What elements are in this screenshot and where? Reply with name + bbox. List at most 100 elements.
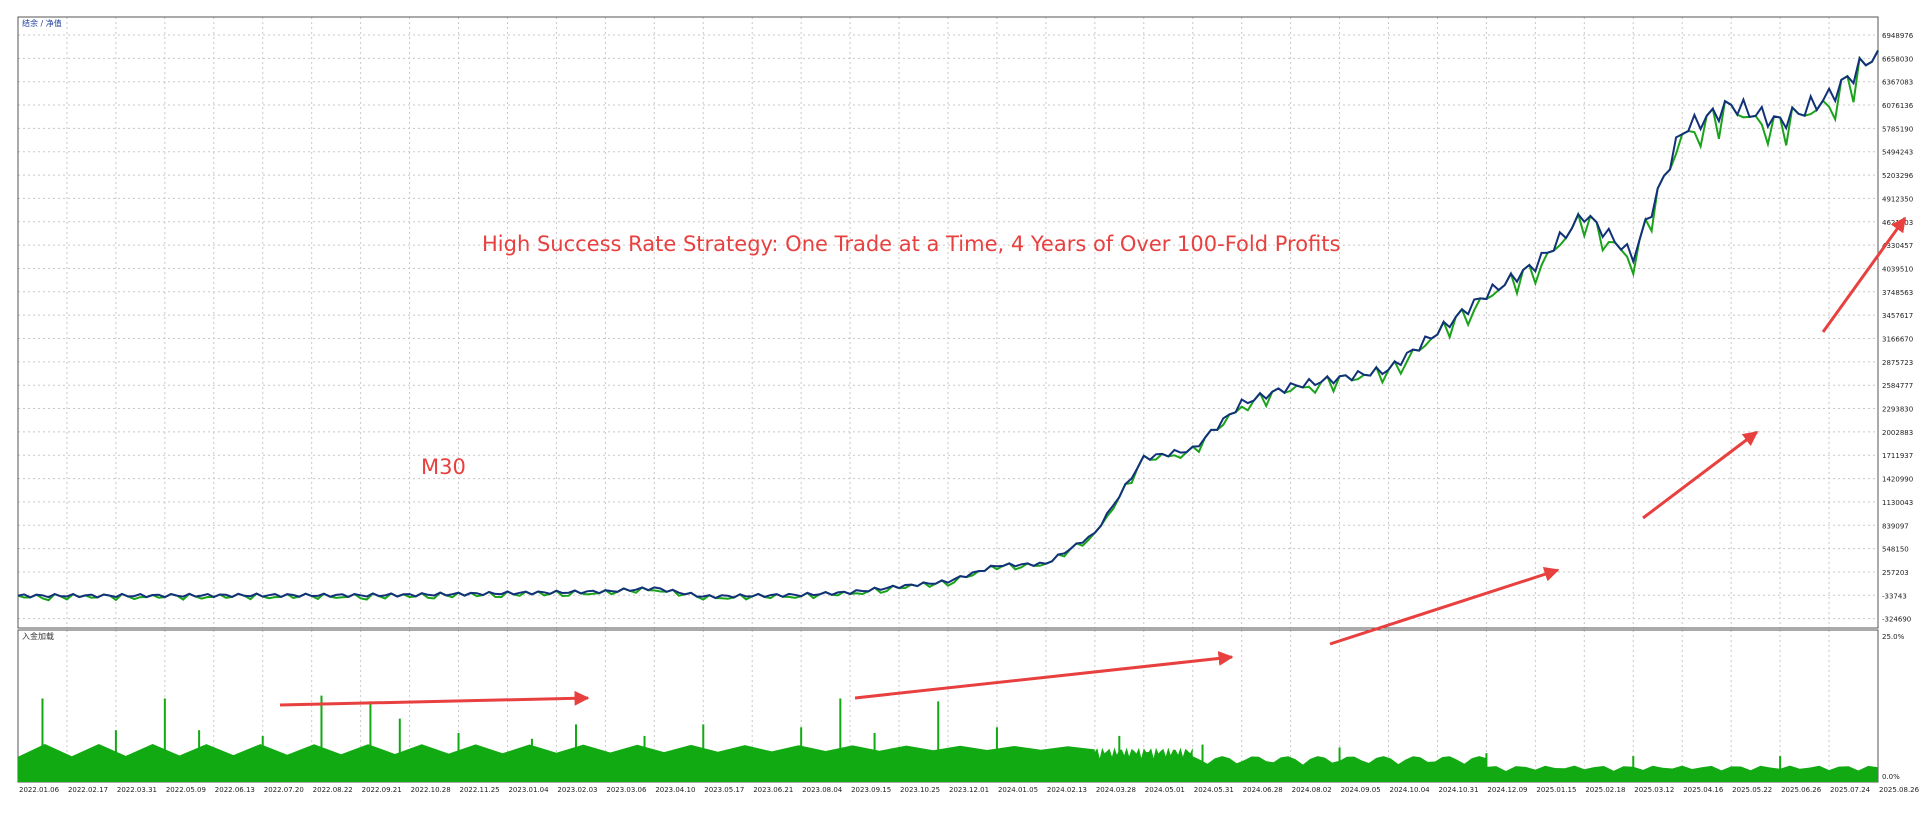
- x-tick-label: 2024.08.02: [1292, 786, 1332, 794]
- deposit-load-spike: [41, 698, 44, 782]
- x-tick-label: 2023.04.10: [655, 786, 695, 794]
- lower-y-tick-labels: 25.0% 0.0%: [1882, 633, 1905, 781]
- deposit-load-base-area: [18, 744, 1878, 782]
- deposit-load-spikes: [41, 695, 1782, 782]
- lower-y-tick-label: 0.0%: [1882, 773, 1900, 781]
- x-tick-label: 2025.08.26: [1879, 786, 1920, 794]
- x-tick-label: 2023.09.15: [851, 786, 891, 794]
- deposit-load-spike: [702, 724, 705, 782]
- deposit-load-spike: [261, 735, 264, 782]
- legend-text: 结余 / 净值: [22, 18, 62, 28]
- x-tick-label: 2022.06.13: [215, 786, 255, 794]
- y-tick-label: 6948976: [1882, 32, 1914, 40]
- y-tick-label: 5494243: [1882, 149, 1913, 157]
- x-tick-label: 2022.02.17: [68, 786, 108, 794]
- deposit-load-spike: [1632, 756, 1635, 782]
- deposit-load-spike: [114, 730, 117, 782]
- x-tick-label: 2022.07.20: [264, 786, 304, 794]
- deposit-load-spike: [398, 718, 401, 782]
- x-tick-label: 2023.01.04: [508, 786, 549, 794]
- lower-y-tick-label: 25.0%: [1882, 633, 1905, 641]
- y-tick-label: 3166670: [1882, 336, 1913, 344]
- x-tick-label: 2024.12.09: [1487, 786, 1527, 794]
- deposit-load-spike: [839, 698, 842, 782]
- y-tick-label: 4330457: [1882, 242, 1913, 250]
- y-tick-label: 2584777: [1882, 382, 1913, 390]
- x-tick-label: 2023.10.25: [900, 786, 940, 794]
- y-tick-label: 257203: [1882, 569, 1909, 577]
- x-tick-label: 2022.10.28: [411, 786, 451, 794]
- deposit-load-spike: [457, 733, 460, 782]
- x-tick-label: 2023.03.06: [606, 786, 647, 794]
- y-tick-label: 4912350: [1882, 195, 1913, 203]
- y-tick-label: 1130043: [1882, 499, 1913, 507]
- deposit-load-spike: [198, 730, 201, 782]
- x-tick-label: 2024.10.31: [1438, 786, 1478, 794]
- x-tick-label: 2024.02.13: [1047, 786, 1087, 794]
- y-axis-tick-labels: 6948976 6658030 6367083 6076136 5785190 54942…: [1882, 32, 1914, 624]
- y-tick-label: 5785190: [1882, 125, 1913, 133]
- x-tick-label: 2023.05.17: [704, 786, 744, 794]
- y-tick-label: 2875723: [1882, 359, 1913, 367]
- balance-line: [17, 50, 1879, 600]
- x-tick-label: 2024.09.05: [1341, 786, 1381, 794]
- upper-grid: [17, 17, 1879, 628]
- x-tick-label: 2025.05.22: [1732, 786, 1772, 794]
- upper-panel-frame: [17, 16, 1879, 629]
- deposit-load-spike: [530, 738, 533, 782]
- trend-arrow-3: [1329, 567, 1560, 646]
- x-tick-label: 2025.07.24: [1830, 786, 1871, 794]
- x-tick-label: 2025.03.12: [1634, 786, 1674, 794]
- x-tick-label: 2024.05.01: [1145, 786, 1185, 794]
- deposit-load-spike: [1779, 756, 1782, 782]
- x-tick-label: 2024.06.28: [1243, 786, 1283, 794]
- x-tick-label: 2025.02.18: [1585, 786, 1625, 794]
- y-tick-label: 1711937: [1882, 452, 1913, 460]
- x-tick-label: 2024.01.05: [998, 786, 1038, 794]
- lower-panel-label: 入金加载: [22, 631, 54, 641]
- x-tick-label: 2022.01.06: [19, 786, 60, 794]
- y-tick-label: -33743: [1882, 592, 1907, 600]
- x-tick-label: 2022.09.21: [362, 786, 402, 794]
- deposit-load-spike: [873, 733, 876, 782]
- deposit-load-spike: [369, 701, 372, 782]
- y-tick-label: -324690: [1882, 616, 1911, 624]
- x-tick-label: 2024.03.28: [1096, 786, 1136, 794]
- y-tick-label: 3457617: [1882, 312, 1913, 320]
- deposit-load-spike: [995, 727, 998, 782]
- deposit-load-spike: [1485, 753, 1488, 782]
- x-tick-label: 2022.08.22: [313, 786, 353, 794]
- trend-arrow-5: [1821, 216, 1907, 333]
- deposit-load-panel: 入金加载 25.0% 0.0%: [17, 629, 1905, 783]
- deposit-load-spike: [1338, 747, 1341, 782]
- x-tick-label: 2023.02.03: [557, 786, 597, 794]
- x-tick-label: 2025.01.15: [1536, 786, 1576, 794]
- timeframe-annotation: M30: [421, 455, 466, 479]
- deposit-load-spike: [1118, 735, 1121, 782]
- trend-arrow-4: [1642, 430, 1759, 520]
- balance-equity-panel: 结余 / 净值 6948976 6658030 6367083 6076136 5785…: [17, 16, 1914, 629]
- y-tick-label: 4621403: [1882, 219, 1913, 227]
- x-tick-label: 2022.03.31: [117, 786, 157, 794]
- y-tick-label: 3748563: [1882, 289, 1913, 297]
- y-tick-label: 6367083: [1882, 79, 1913, 87]
- deposit-load-spike: [575, 724, 577, 782]
- deposit-load-spike: [800, 727, 803, 782]
- headline-annotation: High Success Rate Strategy: One Trade at…: [482, 232, 1340, 256]
- x-axis-tick-labels: 2022.01.06 2022.02.17 2022.03.31 2022.05.09…: [19, 786, 1920, 794]
- y-tick-label: 2293830: [1882, 406, 1913, 414]
- x-tick-label: 2024.10.04: [1390, 786, 1431, 794]
- x-tick-label: 2022.11.25: [460, 786, 500, 794]
- x-tick-label: 2023.08.04: [802, 786, 843, 794]
- x-tick-label: 2025.06.26: [1781, 786, 1822, 794]
- deposit-load-spike: [1201, 744, 1204, 782]
- x-tick-label: 2025.04.16: [1683, 786, 1724, 794]
- y-tick-label: 5203296: [1882, 172, 1914, 180]
- y-tick-label: 2002883: [1882, 429, 1913, 437]
- y-tick-label: 6658030: [1882, 55, 1913, 63]
- trend-arrow-2: [854, 651, 1234, 700]
- trend-arrow-1: [279, 690, 590, 707]
- x-tick-label: 2024.05.31: [1194, 786, 1234, 794]
